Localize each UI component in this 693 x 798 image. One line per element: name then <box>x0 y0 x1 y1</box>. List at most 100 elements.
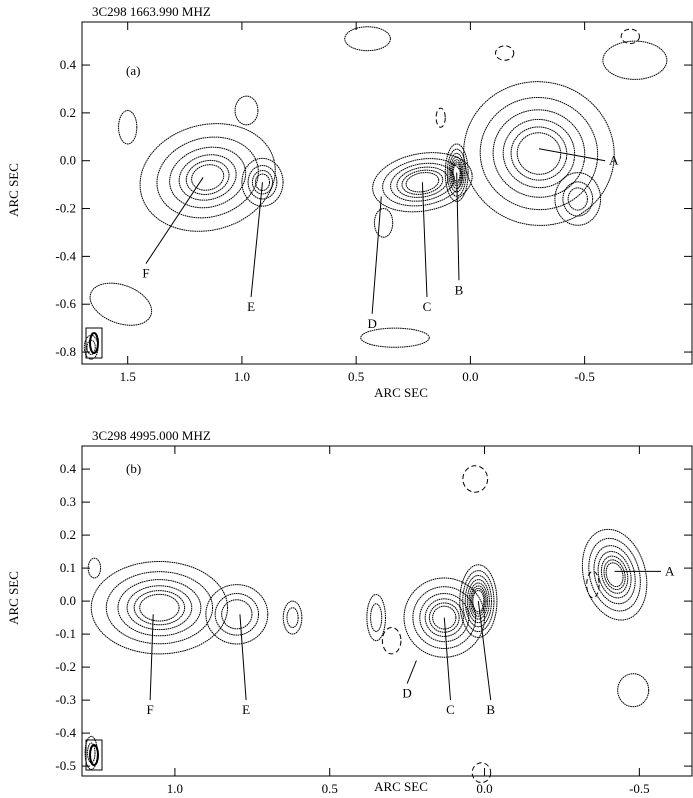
panel-a-contour-4-5 <box>516 132 562 175</box>
panel-b-contour-6-1 <box>588 537 641 612</box>
panel-b-ytick-label-7: -0.3 <box>55 692 76 707</box>
panel-b-contour-5-2 <box>464 574 492 628</box>
panel-a-beam-ellipse <box>89 332 99 354</box>
panel-b-contour-5-5 <box>470 585 487 617</box>
panel-b-contour-1-1 <box>214 593 259 636</box>
panel-b-component-label-D: D <box>402 686 411 701</box>
panel-a-negative-contour-0 <box>620 28 640 45</box>
panel-a-contour-4-4 <box>510 126 568 181</box>
panel-b-negative-contour-3 <box>471 762 492 784</box>
panel-a: 3C298 1663.990 MHZ (a) ARC SEC ARC SEC 1… <box>6 4 693 400</box>
panel-b-xtick-label-2: 0.0 <box>476 781 492 796</box>
panel-a-contour-1-2 <box>251 170 274 195</box>
panel-a-tag: (a) <box>126 63 140 78</box>
panel-a-component-label-A: A <box>609 153 619 168</box>
panel-b-leader-F <box>149 614 154 701</box>
panel-a-negative-contour-1 <box>495 45 515 61</box>
panel-b-contour-6-5 <box>603 559 626 591</box>
panel-a-ytick-label-1: 0.2 <box>60 105 76 120</box>
panel-b-header: 3C298 4995.000 MHZ <box>92 428 211 443</box>
panel-b-contour-5-1 <box>462 570 495 633</box>
panel-a-contour-4-0 <box>463 81 615 226</box>
panel-a-component-label-B: B <box>455 282 464 297</box>
panel-b-contour-5-0 <box>459 564 498 638</box>
panel-b-contours <box>84 465 650 784</box>
panel-b-negative-contour-0 <box>462 465 489 493</box>
panel-b-contour-2-1 <box>286 607 299 628</box>
panel-a-contours <box>83 26 668 360</box>
panel-b-ytick-label-9: -0.5 <box>55 758 76 773</box>
panel-a-contour-0-0 <box>139 123 276 232</box>
panel-b-ytick-label-1: 0.3 <box>60 494 76 509</box>
panel-a-contour-4-2 <box>492 109 586 198</box>
panel-b-leader-D <box>406 660 417 684</box>
panel-b-contour-5-4 <box>468 582 489 620</box>
panel-b-component-label-B: B <box>486 702 495 717</box>
panel-a-contour-10-0 <box>234 95 259 126</box>
panel-a-contour-3-0 <box>444 143 469 202</box>
panel-a-ytick-label-4: -0.4 <box>55 248 76 263</box>
panel-b-ticks: 1.0 0.5 0.0 -0.5 0.4 0.3 0.2 0.1 0.0 -0.1 -0.2 -0.3… <box>55 446 692 796</box>
panel-a-xtick-label-4: -0.5 <box>574 369 595 384</box>
panel-a-contour-12-0 <box>360 327 430 348</box>
panel-b-xlabel: ARC SEC <box>374 779 428 794</box>
panel-b-contour-1-2 <box>221 599 253 630</box>
panel-a-leader-F <box>145 177 204 264</box>
panel-a-leader-E <box>250 182 263 298</box>
panel-b-contour-1-0 <box>205 584 269 645</box>
panel-b-contour-6-0 <box>581 528 648 621</box>
panel-a-negative-contour-2 <box>435 107 446 128</box>
panel-a-component-label-F: F <box>142 266 149 281</box>
panel-b-contour-2-0 <box>282 600 303 635</box>
panel-a-header: 3C298 1663.990 MHZ <box>92 4 211 19</box>
panel-a-xtick-label-3: 0.0 <box>462 369 478 384</box>
panel-b-ytick-label-5: -0.1 <box>55 626 76 641</box>
panel-b-ytick-label-6: -0.2 <box>55 659 76 674</box>
panel-a-contour-2-5 <box>405 172 440 193</box>
panel-b-ytick-label-3: 0.1 <box>60 560 76 575</box>
panel-b-ytick-label-4: 0.0 <box>60 593 76 608</box>
panel-a-contour-1-1 <box>247 164 278 200</box>
panel-a-ytick-label-0: 0.4 <box>60 57 77 72</box>
panel-a-contour-11-0 <box>344 26 391 52</box>
panel-a-contour-0-3 <box>178 154 237 201</box>
panel-a-beam-box <box>85 327 103 359</box>
panel-b-contour-0-0 <box>90 561 229 655</box>
panel-b-contour-5-6 <box>471 587 486 615</box>
panel-b-leader-E <box>239 614 247 701</box>
panel-b-xtick-label-0: 1.0 <box>167 781 183 796</box>
panel-b-contour-6-6 <box>605 562 624 588</box>
panel-a-ylabel: ARC SEC <box>6 163 21 217</box>
panel-b-contour-0-3 <box>126 585 193 631</box>
panel-b-contour-0-4 <box>133 590 186 626</box>
panel-a-ytick-label-5: -0.6 <box>55 296 76 311</box>
panel-a-contour-5-2 <box>567 187 588 211</box>
panel-a-xtick-label-2: 0.5 <box>348 369 364 384</box>
panel-b-contour-5-7 <box>472 589 485 613</box>
panel-b-xtick-label-1: 0.5 <box>322 781 338 796</box>
panel-b-contour-7-0 <box>617 673 650 708</box>
panel-a-ticks: 1.5 1.0 0.5 0.0 -0.5 0.4 0.2 0.0 -0.2 -0.4 -0.6 -0.… <box>55 22 692 384</box>
panel-b-contour-3-1 <box>370 603 383 632</box>
panel-b-contour-4-1 <box>412 586 477 649</box>
panel-b-contour-3-0 <box>366 594 386 642</box>
panel-b-component-label-C: C <box>446 702 455 717</box>
panel-b-component-label-A: A <box>665 563 675 578</box>
panel-b-xtick-label-3: -0.5 <box>629 781 650 796</box>
panel-a-contour-0-1 <box>156 136 259 219</box>
panel-b-leader-C <box>443 617 451 701</box>
panel-a-contour-4-3 <box>502 118 576 189</box>
panel-b-ylabel: ARC SEC <box>6 571 21 625</box>
panel-a-contour-1-0 <box>241 157 284 207</box>
panel-b-ytick-label-0: 0.4 <box>60 461 77 476</box>
panel-b-contour-4-5 <box>432 605 457 630</box>
panel-a-component-label-C: C <box>423 299 432 314</box>
panel-a-contour-0-4 <box>185 159 230 195</box>
panel-b-contour-0-2 <box>117 579 202 637</box>
panel-a-leader-D <box>371 196 382 314</box>
panel-a-leader-C <box>421 182 428 298</box>
panel-b-tag: (b) <box>126 461 141 476</box>
panel-b-contour-4-0 <box>403 577 486 658</box>
panel-a-contour-1-3 <box>254 173 271 191</box>
panel-a-contour-7-0 <box>89 282 153 326</box>
